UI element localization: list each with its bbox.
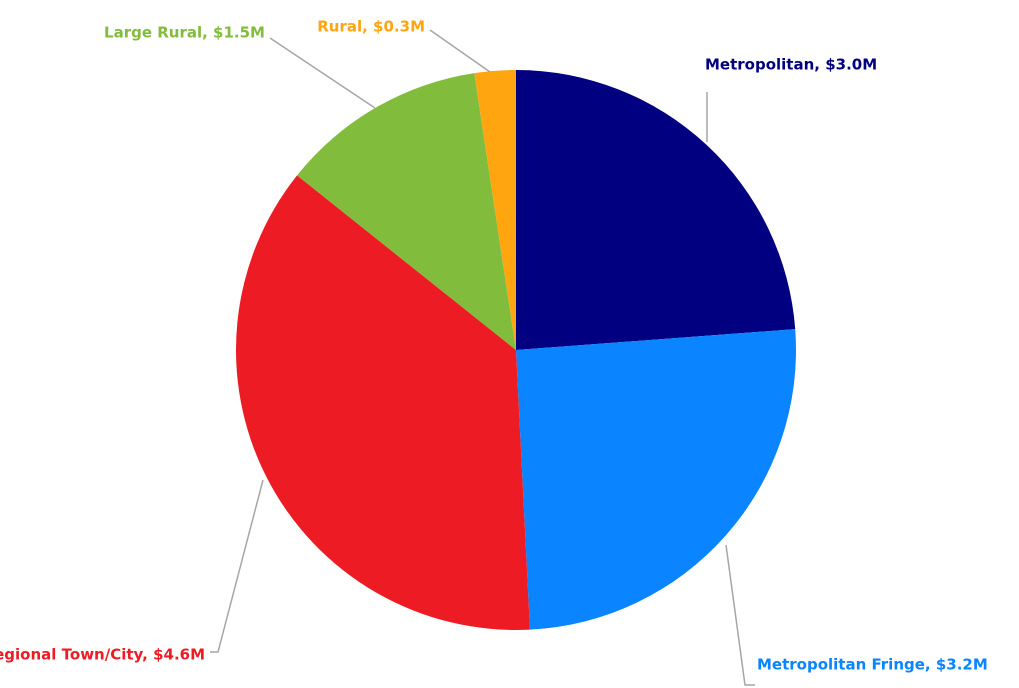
leader-line xyxy=(429,29,491,73)
leader-line xyxy=(269,37,376,109)
leader-line xyxy=(725,544,755,686)
pie-slice xyxy=(474,70,516,350)
data-label: Metropolitan, $3.0M xyxy=(705,56,877,74)
data-label: Large Rural, $1.5M xyxy=(104,24,265,42)
data-label: Metropolitan Fringe, $3.2M xyxy=(757,656,988,674)
data-label: Rural, $0.3M xyxy=(317,18,425,36)
pie-slice xyxy=(297,73,516,350)
leader-line xyxy=(210,479,264,653)
pie-slice xyxy=(516,70,796,350)
pie-slice xyxy=(235,175,530,630)
data-label: Regional Town/City, $4.6M xyxy=(0,646,205,664)
pie-slice xyxy=(516,329,796,630)
